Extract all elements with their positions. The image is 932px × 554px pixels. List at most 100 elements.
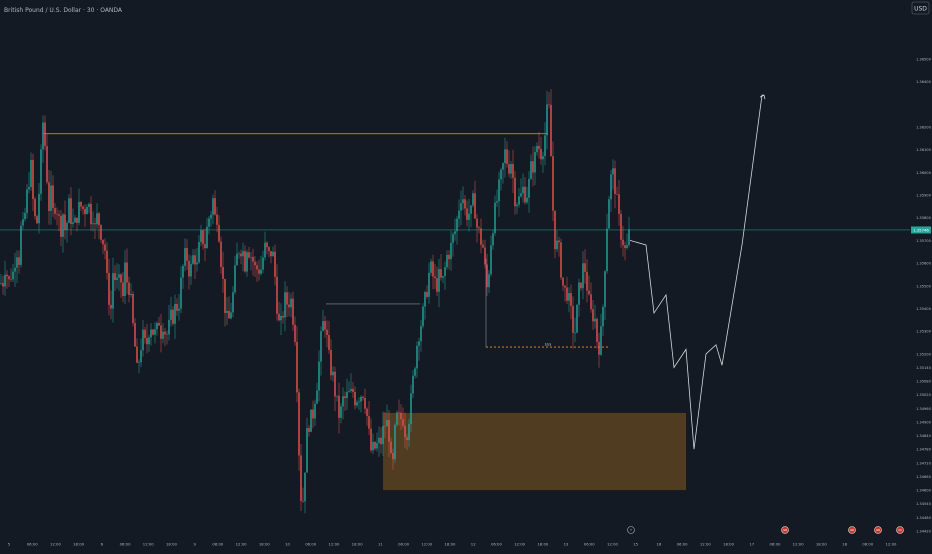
candle	[24, 207, 26, 222]
x-tick-label: 12	[471, 542, 476, 547]
candle	[568, 287, 570, 313]
candle	[626, 233, 628, 250]
candle	[84, 204, 86, 227]
price-axis[interactable]	[910, 0, 932, 550]
candle	[412, 370, 414, 399]
candle	[292, 291, 294, 331]
candle	[164, 328, 166, 347]
flash-marker-icon[interactable]: ⚡	[627, 526, 635, 534]
candle	[380, 427, 382, 454]
svg-text:US: US	[898, 528, 902, 532]
candle	[298, 388, 300, 471]
candle	[256, 261, 258, 282]
candle	[342, 387, 344, 420]
candle	[432, 254, 434, 290]
candle	[392, 448, 394, 470]
candle	[254, 255, 256, 278]
y-tick-label: 1.34600	[916, 489, 932, 493]
candle	[570, 284, 572, 320]
y-tick-label: 1.34840	[916, 434, 932, 438]
event-marker-icon[interactable]: GB	[874, 526, 882, 534]
candle	[238, 251, 240, 259]
candle	[446, 250, 448, 270]
x-tick-label: 18:00	[259, 542, 271, 547]
candle	[460, 190, 462, 226]
candle	[264, 231, 266, 261]
candle	[72, 208, 74, 228]
y-tick-label: 1.35900	[916, 194, 932, 198]
y-tick-label: 1.35200	[916, 352, 932, 356]
candle	[378, 426, 380, 457]
x-tick-label: 10	[285, 542, 290, 547]
candle	[614, 160, 616, 209]
x-tick-label: 06:00	[120, 542, 132, 547]
event-marker-icon[interactable]: US	[896, 526, 904, 534]
candle	[444, 261, 446, 290]
candle	[386, 404, 388, 427]
candle	[550, 89, 552, 157]
candle	[166, 330, 168, 345]
candle	[172, 306, 174, 326]
candle	[552, 141, 554, 222]
candle	[458, 199, 460, 228]
x-tick-label: 06:00	[584, 542, 596, 547]
candle	[112, 257, 114, 323]
candle	[420, 319, 422, 352]
candle	[558, 236, 560, 257]
candle	[170, 296, 172, 327]
currency-button[interactable]: USD	[911, 1, 930, 15]
candle	[96, 203, 98, 229]
candle	[564, 285, 566, 302]
candle	[438, 258, 440, 308]
candle	[598, 332, 600, 368]
candle	[134, 318, 136, 347]
candle	[348, 381, 350, 393]
y-tick-label: 1.34720	[916, 461, 932, 465]
candle	[514, 171, 516, 215]
candle	[138, 359, 140, 374]
candle	[464, 195, 466, 216]
candle	[488, 270, 490, 294]
x-tick-label: 16	[656, 542, 661, 547]
event-marker-icon[interactable]: GB	[781, 526, 789, 534]
candle	[530, 154, 532, 180]
candle	[90, 196, 92, 231]
candle	[560, 238, 562, 280]
candle	[556, 230, 558, 253]
demand-zone[interactable]	[383, 412, 686, 491]
candle	[12, 263, 14, 283]
candle	[126, 248, 128, 294]
candle	[168, 304, 170, 341]
candle	[418, 337, 420, 361]
candle	[544, 122, 546, 166]
candle	[352, 381, 354, 398]
candle	[52, 175, 54, 217]
candle	[456, 215, 458, 245]
candle	[60, 210, 62, 247]
candle	[554, 210, 556, 259]
candle	[18, 250, 20, 274]
y-tick-label: 1.35400	[916, 307, 932, 311]
candle	[498, 171, 500, 217]
candle	[594, 304, 596, 329]
x-tick-label: 06:00	[212, 542, 224, 547]
x-tick-label: 12:00	[607, 542, 619, 547]
time-axis[interactable]	[0, 540, 932, 550]
projection-path[interactable]	[629, 94, 764, 450]
candle	[364, 388, 366, 414]
candle	[442, 275, 444, 284]
candle	[610, 170, 612, 212]
x-tick-label: 12:00	[328, 542, 340, 547]
candle	[224, 278, 226, 327]
x-tick-label: 18:00	[723, 542, 735, 547]
candle	[250, 251, 252, 271]
candle	[528, 171, 530, 213]
event-marker-icon[interactable]: GB	[848, 526, 856, 534]
candle	[454, 218, 456, 241]
candle	[470, 204, 472, 228]
candle	[408, 419, 410, 447]
y-tick-label: 1.35700	[916, 239, 932, 243]
candle	[332, 366, 334, 382]
